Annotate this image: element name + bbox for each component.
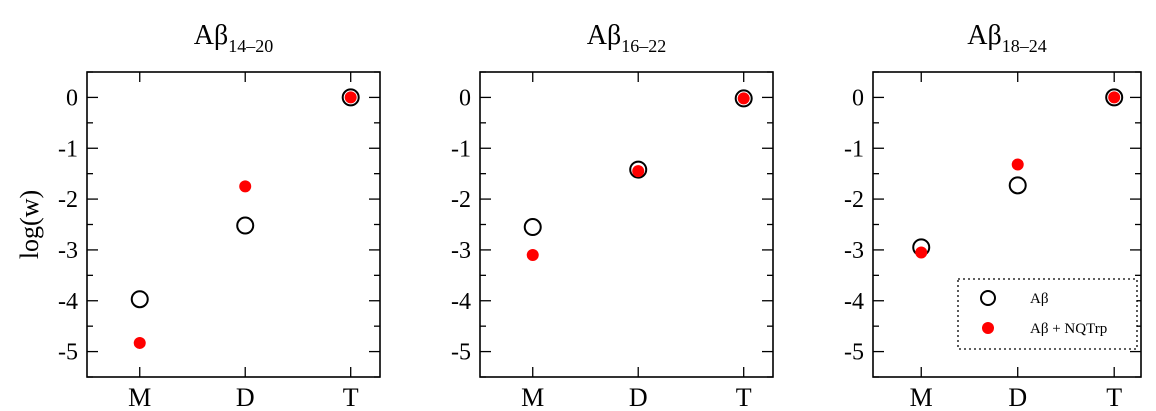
legend-marker-abeta <box>980 290 996 306</box>
panel-title: Aβ16–22 <box>587 20 666 56</box>
y-tick-label: -2 <box>58 187 78 213</box>
y-tick-label: -1 <box>844 136 864 162</box>
y-tick-label: -3 <box>844 238 864 264</box>
data-point-abeta-nqtrp <box>239 180 252 193</box>
y-tick-label: -4 <box>844 289 864 315</box>
legend-label-abeta: Aβ <box>1030 291 1048 307</box>
data-point-abeta-nqtrp <box>737 92 750 105</box>
data-point-abeta-nqtrp <box>133 336 146 349</box>
y-tick-label: -5 <box>58 340 78 366</box>
data-point-abeta-nqtrp <box>1108 91 1121 104</box>
data-point-abeta <box>1008 176 1027 195</box>
legend: Aβ Aβ + NQTrp <box>957 278 1138 350</box>
data-point-abeta <box>629 160 648 179</box>
panel-title-main: Aβ <box>587 20 621 51</box>
x-tick-label-d: D <box>236 383 255 411</box>
x-tick-label-d: D <box>629 383 648 411</box>
y-tick-label: -4 <box>451 289 471 315</box>
data-point-abeta <box>1105 88 1124 107</box>
data-point-abeta-nqtrp <box>915 246 928 259</box>
data-point-abeta-nqtrp <box>344 91 357 104</box>
y-tick-label: 0 <box>852 85 864 111</box>
panel-title-subscript: 14–20 <box>228 36 273 56</box>
x-tick-label-d: D <box>1008 383 1027 411</box>
data-point-abeta-nqtrp <box>526 249 539 261</box>
data-point-abeta <box>734 89 753 108</box>
y-tick-label: -3 <box>58 238 78 264</box>
data-point-abeta <box>130 290 149 309</box>
y-tick-label: -3 <box>451 238 471 264</box>
y-tick-label: 0 <box>459 85 471 111</box>
data-point-abeta <box>236 216 255 235</box>
y-tick-label: -4 <box>58 289 78 315</box>
panel-title-subscript: 18–24 <box>1002 36 1047 56</box>
data-point-abeta <box>341 88 360 107</box>
y-tick-label: -5 <box>451 340 471 366</box>
x-tick-label-t: T <box>1106 383 1122 411</box>
legend-label-abeta-nqtrp: Aβ + NQTrp <box>1030 321 1107 337</box>
panel-1: 0 -1 -2 -3 -4 -5 M D T Aβ14–20 <box>58 20 381 411</box>
plot-frame <box>86 71 381 378</box>
panel-title-subscript: 16–22 <box>621 36 666 56</box>
data-point-abeta <box>523 218 542 237</box>
y-tick-label: -1 <box>58 136 78 162</box>
panel-title-main: Aβ <box>967 20 1001 51</box>
data-point-abeta-nqtrp <box>632 165 645 178</box>
x-tick-label-t: T <box>343 383 359 411</box>
y-tick-label: -2 <box>844 187 864 213</box>
y-tick-label: -2 <box>451 187 471 213</box>
x-tick-label-m: M <box>910 383 933 411</box>
panel-2: 0 -1 -2 -3 -4 -5 M D T Aβ16–22 <box>451 20 774 411</box>
x-tick-label-m: M <box>521 383 544 411</box>
plot-frame <box>479 71 774 378</box>
x-tick-label-m: M <box>128 383 151 411</box>
panel-title: Aβ18–24 <box>967 20 1046 56</box>
legend-marker-abeta-nqtrp <box>982 322 994 334</box>
legend-box <box>957 278 1138 350</box>
y-tick-label: 0 <box>66 85 78 111</box>
y-tick-label: -5 <box>844 340 864 366</box>
y-axis-label: log(w) <box>15 190 44 259</box>
panel-title-main: Aβ <box>194 20 228 51</box>
data-point-abeta-nqtrp <box>1011 158 1024 171</box>
x-tick-label-t: T <box>736 383 752 411</box>
y-tick-label: -1 <box>451 136 471 162</box>
panel-title: Aβ14–20 <box>194 20 273 56</box>
